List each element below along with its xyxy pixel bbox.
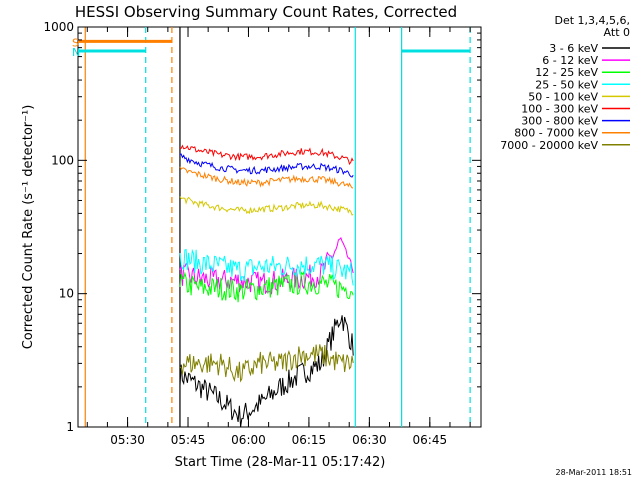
legend-label-1: 6 - 12 keV xyxy=(542,54,598,67)
legend-label-7: 800 - 7000 keV xyxy=(514,127,598,140)
y-tick-label-0: 1 xyxy=(66,420,74,434)
legend-label-6: 300 - 800 keV xyxy=(521,115,598,128)
series-line-7 xyxy=(179,166,354,189)
series-line-4 xyxy=(179,196,354,216)
x-tick-label-2: 06:00 xyxy=(231,433,266,447)
x-tick-label-3: 06:15 xyxy=(292,433,327,447)
legend-header-attenuator: Att 0 xyxy=(604,26,630,39)
legend-label-2: 12 - 25 keV xyxy=(535,66,598,79)
axis-ticks: 1 10 100 1000 05:30 05:45 06:00 06:15 06:30 06:45 xyxy=(43,20,481,447)
series-line-8 xyxy=(179,344,354,383)
y-tick-label-1: 10 xyxy=(59,287,74,301)
x-tick-label-1: 05:45 xyxy=(171,433,206,447)
legend-label-5: 100 - 300 keV xyxy=(521,103,598,116)
y-axis-label: Corrected Count Rate (s⁻¹ detector⁻¹) xyxy=(21,105,36,350)
x-tick-label-5: 06:45 xyxy=(413,433,448,447)
flag-bars: SN xyxy=(72,36,471,59)
legend-label-4: 50 - 100 keV xyxy=(528,90,598,103)
x-tick-label-0: 05:30 xyxy=(110,433,145,447)
flag-marker-S: S xyxy=(72,36,79,49)
legend-header-detectors: Det 1,3,4,5,6, xyxy=(554,14,630,27)
y-tick-label-3: 1000 xyxy=(43,20,74,34)
series-line-5 xyxy=(179,144,354,166)
x-tick-label-4: 06:30 xyxy=(352,433,387,447)
flag-marker-N: N xyxy=(72,46,80,59)
plot-frame xyxy=(77,26,482,428)
timestamp: 28-Mar-2011 18:51 xyxy=(556,468,633,477)
y-tick-label-2: 100 xyxy=(51,153,74,167)
legend-label-3: 25 - 50 keV xyxy=(535,78,598,91)
vertical-event-lines xyxy=(84,27,471,427)
legend-label-8: 7000 - 20000 keV xyxy=(500,139,598,152)
series-line-6 xyxy=(179,153,354,178)
series-line-3 xyxy=(179,248,354,286)
chart-title: HESSI Observing Summary Count Rates, Cor… xyxy=(75,3,457,21)
legend-label-0: 3 - 6 keV xyxy=(549,42,598,55)
series-lines xyxy=(179,144,354,428)
x-axis-label: Start Time (28-Mar-11 05:17:42) xyxy=(175,455,386,470)
series-line-0 xyxy=(179,315,354,428)
series-line-2 xyxy=(179,270,354,303)
